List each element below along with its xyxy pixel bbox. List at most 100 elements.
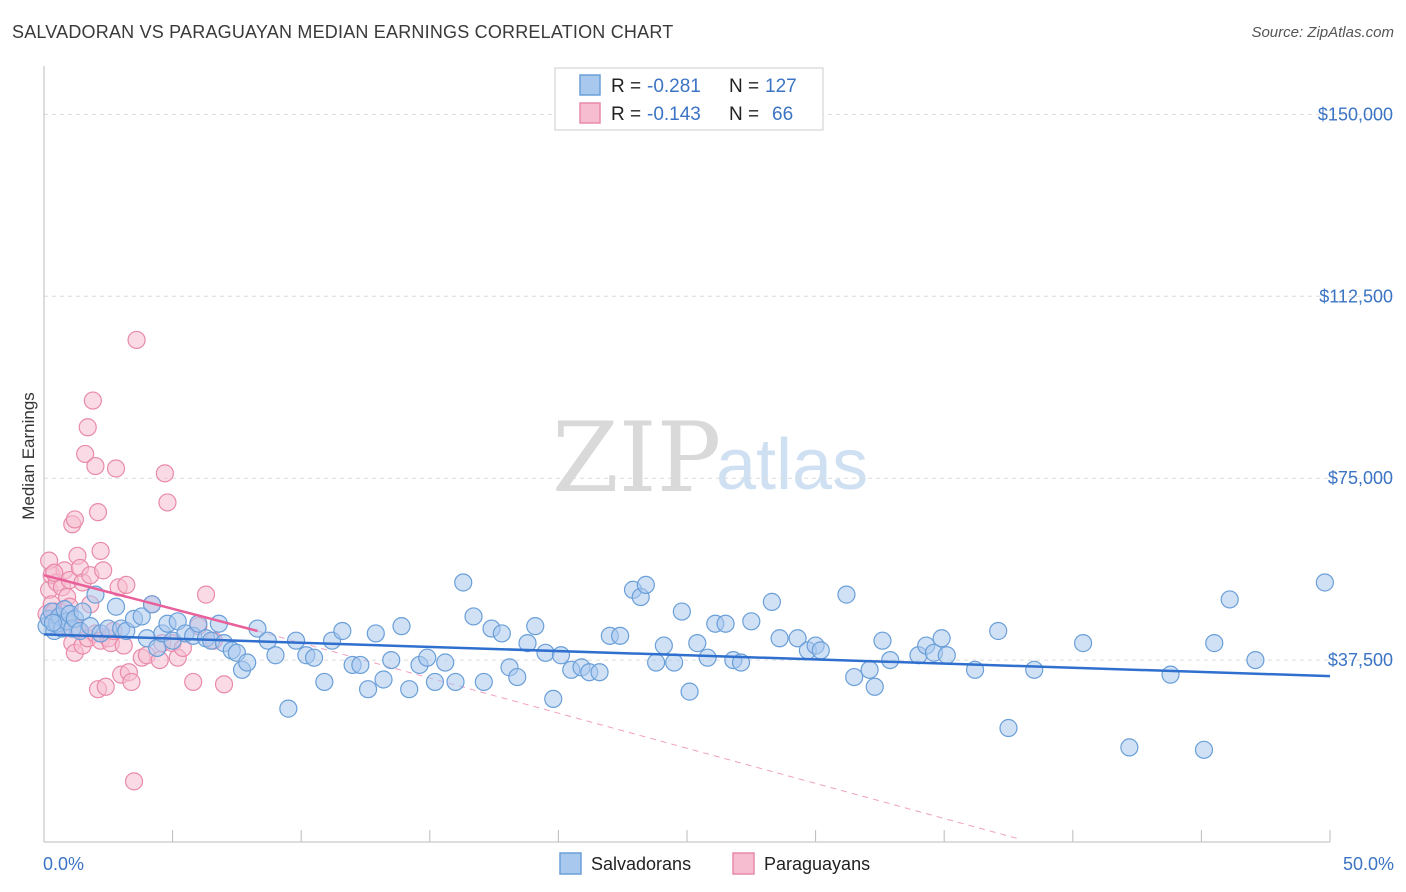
salvadoran-point-98 — [770, 629, 789, 648]
salvadoran-point-71 — [518, 634, 537, 653]
series-legend: Salvadorans Paraguayans — [559, 852, 870, 875]
series-legend-label-salvadorans[interactable]: Salvadorans — [591, 854, 691, 874]
salvadoran-point-104 — [845, 667, 864, 687]
x-tick-label-max: 50.0% — [1343, 854, 1394, 874]
paraguayan-point-62 — [196, 585, 216, 604]
salvadoran-point-125 — [1315, 573, 1334, 592]
salvadoran-point-72 — [526, 617, 545, 636]
paraguayan-point-45 — [117, 575, 136, 595]
salvadoran-point-50 — [333, 621, 352, 641]
salvadoran-point-58 — [400, 680, 419, 699]
trend-lines — [43, 573, 1331, 678]
paraguayan-point-25 — [78, 418, 97, 437]
salvadoran-point-118 — [1073, 634, 1093, 653]
legend-r-label-salvadorans: R = — [611, 76, 641, 97]
salvadoran-points — [37, 573, 1334, 759]
salvadoran-point-66 — [474, 672, 493, 692]
salvadoran-point-62 — [436, 653, 455, 672]
paraguayan-point-34 — [91, 541, 110, 561]
paraguayan-point-55 — [155, 464, 174, 483]
salvadoran-point-90 — [688, 634, 707, 653]
legend-n-label-paraguayans: N = — [729, 104, 759, 125]
salvadoran-point-121 — [1194, 740, 1214, 759]
y-axis-title: Median Earnings — [19, 392, 38, 520]
salvadoran-point-74 — [544, 689, 563, 709]
paraguayan-point-48 — [124, 772, 144, 791]
legend-r-value-salvadorans: -0.281 — [647, 76, 701, 97]
salvadoran-point-84 — [636, 575, 655, 595]
stats-legend: R = -0.281 N = 127 R = -0.143 N = 66 — [554, 67, 824, 131]
salvadoran-point-53 — [358, 680, 378, 699]
salvadoran-point-113 — [937, 646, 956, 665]
paraguayan-points — [37, 330, 234, 791]
salvadoran-point-70 — [508, 667, 527, 687]
y-tick-labels: $37,500 $75,000 $112,500 $150,000 — [1318, 104, 1393, 670]
series-legend-label-paraguayans[interactable]: Paraguayans — [764, 854, 870, 874]
salvadoran-point-40 — [238, 653, 257, 672]
watermark-zip: ZIP — [552, 402, 721, 514]
paraguayan-point-41 — [106, 459, 126, 478]
series-legend-swatch-paraguayans[interactable] — [732, 852, 755, 875]
salvadoran-point-106 — [865, 677, 884, 696]
salvadoran-point-115 — [989, 621, 1008, 641]
paraguayan-point-30 — [86, 456, 105, 476]
salvadoran-point-124 — [1246, 650, 1265, 670]
salvadoran-point-48 — [315, 672, 334, 692]
salvadoran-point-119 — [1120, 738, 1139, 757]
legend-swatch-salvadorans — [579, 74, 601, 96]
paraguayan-point-37 — [96, 677, 115, 696]
y-tick-label-1: $75,000 — [1328, 468, 1393, 488]
salvadoran-point-18 — [106, 597, 126, 616]
salvadoran-point-88 — [672, 602, 691, 621]
paraguayan-point-64 — [214, 675, 234, 694]
salvadoran-point-45 — [286, 631, 306, 650]
paraguayan-point-47 — [122, 672, 141, 692]
paraguayan-point-56 — [158, 493, 177, 512]
axes — [43, 66, 1331, 843]
watermark-atlas: atlas — [716, 425, 868, 505]
salvadoran-point-55 — [374, 670, 393, 689]
salvadoran-point-13 — [73, 602, 92, 621]
salvadoran-point-97 — [762, 592, 781, 611]
salvadoran-point-116 — [999, 718, 1018, 738]
series-legend-swatch-salvadorans[interactable] — [559, 852, 582, 875]
salvadoran-point-103 — [837, 585, 856, 604]
source-label: Source: ZipAtlas.com — [1251, 24, 1394, 41]
salvadoran-point-96 — [742, 612, 761, 631]
paraguayan-point-17 — [65, 510, 84, 529]
legend-r-value-paraguayans: -0.143 — [647, 104, 701, 125]
salvadoran-point-43 — [266, 646, 285, 665]
paraguayan-point-36 — [94, 561, 113, 580]
salvadoran-point-105 — [860, 660, 879, 679]
y-tick-label-3: $150,000 — [1318, 104, 1393, 124]
salvadoran-trend-line — [43, 633, 1331, 678]
legend-n-value-paraguayans: 66 — [772, 104, 793, 125]
salvadoran-point-107 — [873, 631, 892, 650]
salvadoran-point-79 — [590, 663, 609, 682]
salvadoran-point-57 — [392, 617, 411, 636]
salvadoran-point-60 — [418, 648, 437, 667]
x-tick-label-min: 0.0% — [43, 854, 84, 874]
salvadoran-point-56 — [382, 650, 401, 670]
salvadoran-point-22 — [132, 607, 151, 626]
salvadoran-point-120 — [1161, 665, 1180, 684]
chart-title: SALVADORAN VS PARAGUAYAN MEDIAN EARNINGS… — [12, 22, 674, 42]
salvadoran-point-64 — [454, 573, 473, 592]
salvadoran-point-81 — [611, 626, 630, 645]
salvadoran-point-99 — [788, 629, 807, 648]
legend-n-label-salvadorans: N = — [729, 76, 759, 97]
gridlines — [44, 113, 1394, 661]
y-tick-label-2: $112,500 — [1319, 286, 1393, 306]
salvadoran-point-61 — [425, 672, 445, 692]
salvadoran-point-47 — [304, 648, 324, 667]
salvadoran-point-91 — [698, 648, 717, 667]
salvadoran-point-102 — [811, 641, 830, 660]
paraguayan-point-60 — [184, 672, 203, 692]
salvadoran-point-86 — [654, 636, 673, 655]
watermark: ZIP atlas — [552, 402, 868, 514]
paraguayan-point-32 — [88, 503, 108, 522]
paraguayan-point-29 — [83, 391, 102, 410]
salvadoran-point-89 — [680, 682, 699, 701]
salvadoran-point-112 — [932, 629, 951, 648]
salvadoran-point-68 — [492, 624, 511, 643]
